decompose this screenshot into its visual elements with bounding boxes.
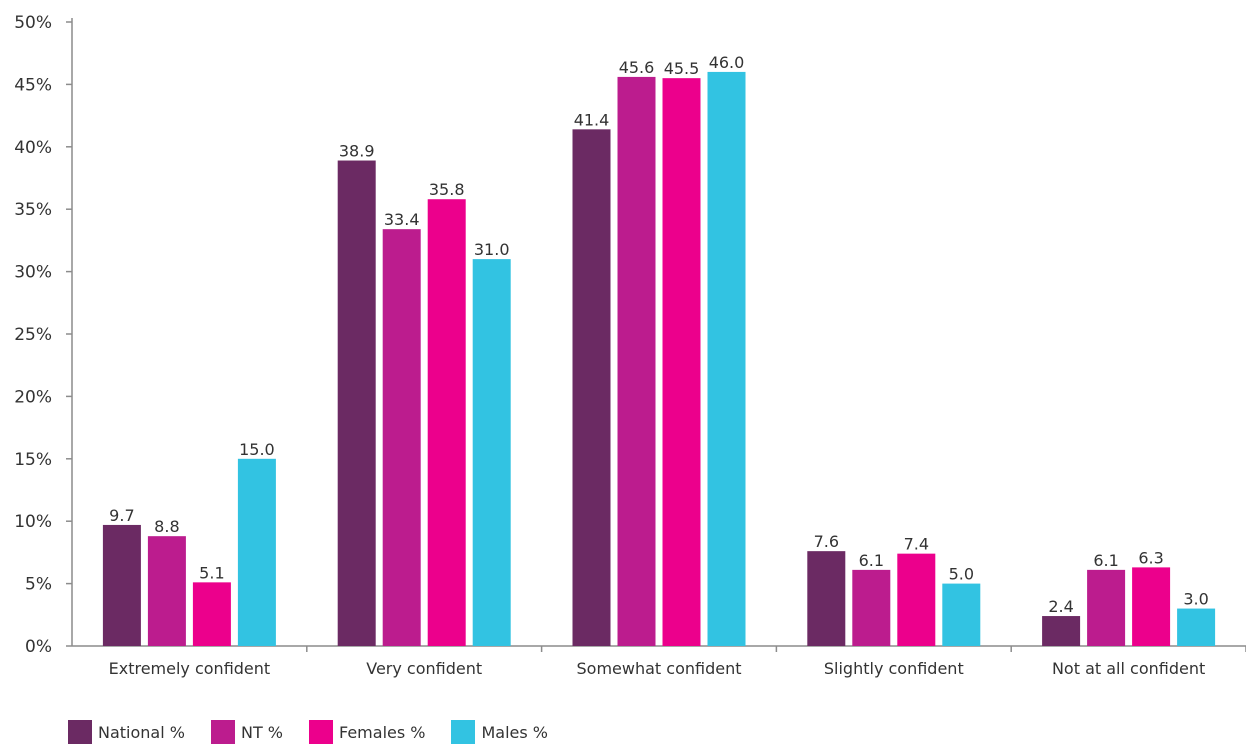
legend: National % NT % Females % Males %	[68, 720, 574, 744]
data-label: 7.4	[904, 535, 929, 554]
data-label: 6.1	[859, 551, 884, 570]
legend-item: National %	[68, 720, 185, 744]
legend-swatch	[309, 720, 333, 744]
legend-label: Males %	[481, 722, 549, 742]
y-tick-label: 35%	[14, 200, 52, 220]
data-label: 9.7	[109, 506, 134, 525]
data-label: 46.0	[709, 53, 745, 72]
bar-chart-svg: 0% 5% 10% 15% 20% 25% 30% 35% 40% 45% 50% 9.7 8.8 5.1…	[14, 13, 1246, 678]
legend-swatch	[210, 720, 235, 744]
data-label: 33.4	[384, 210, 420, 229]
legend-label: NT %	[240, 722, 283, 742]
bar	[237, 458, 276, 646]
data-label: 8.8	[154, 517, 179, 536]
data-label: 15.0	[239, 440, 275, 459]
bar	[427, 199, 466, 646]
data-label: 38.9	[339, 142, 375, 161]
data-label: 35.8	[429, 180, 465, 199]
legend-item: Females %	[309, 720, 425, 744]
bar	[147, 536, 186, 646]
data-label: 45.6	[619, 58, 655, 77]
y-tick-label: 5%	[25, 575, 52, 595]
y-tick-label: 0%	[25, 637, 52, 657]
legend-label: National %	[98, 722, 185, 742]
bar	[1177, 608, 1216, 646]
y-tick-label: 15%	[14, 450, 52, 470]
bar	[472, 259, 511, 646]
bar	[572, 129, 611, 646]
bar	[192, 582, 231, 646]
data-label: 45.5	[664, 59, 700, 78]
legend-item: NT %	[210, 720, 283, 744]
bar	[617, 76, 656, 647]
bar	[942, 583, 981, 646]
bar	[897, 553, 936, 646]
bar	[382, 229, 421, 646]
bar	[337, 160, 376, 646]
legend-item: Males %	[451, 720, 548, 744]
data-label: 7.6	[814, 532, 839, 551]
bar	[852, 569, 891, 646]
data-label: 2.4	[1048, 597, 1073, 616]
data-label: 41.4	[574, 110, 610, 129]
legend-label: Females %	[339, 722, 426, 742]
legend-swatch	[68, 720, 92, 744]
y-tick-label: 30%	[14, 263, 52, 283]
data-label: 6.3	[1138, 548, 1163, 567]
y-tick-label: 25%	[14, 325, 52, 345]
bar	[662, 78, 701, 646]
bar	[807, 551, 846, 646]
bar	[707, 71, 746, 647]
data-label: 5.0	[949, 565, 974, 584]
bar	[1087, 569, 1126, 646]
category-label: Extremely confident	[109, 659, 271, 678]
legend-swatch	[451, 720, 476, 744]
y-tick-label: 20%	[14, 387, 52, 407]
category-label: Slightly confident	[824, 659, 964, 678]
y-tick-label: 40%	[14, 138, 52, 158]
data-label: 5.1	[199, 563, 224, 582]
data-label: 31.0	[474, 240, 510, 259]
category-label: Somewhat confident	[577, 659, 742, 678]
y-tick-label: 50%	[14, 13, 52, 33]
y-tick-label: 45%	[14, 75, 52, 95]
data-label: 3.0	[1183, 590, 1208, 609]
bar	[102, 524, 141, 646]
y-tick-label: 10%	[14, 512, 52, 532]
bar	[1132, 567, 1171, 646]
category-label: Very confident	[366, 659, 482, 678]
bar	[1042, 616, 1081, 646]
category-label: Not at all confident	[1052, 659, 1205, 678]
data-label: 6.1	[1093, 551, 1118, 570]
